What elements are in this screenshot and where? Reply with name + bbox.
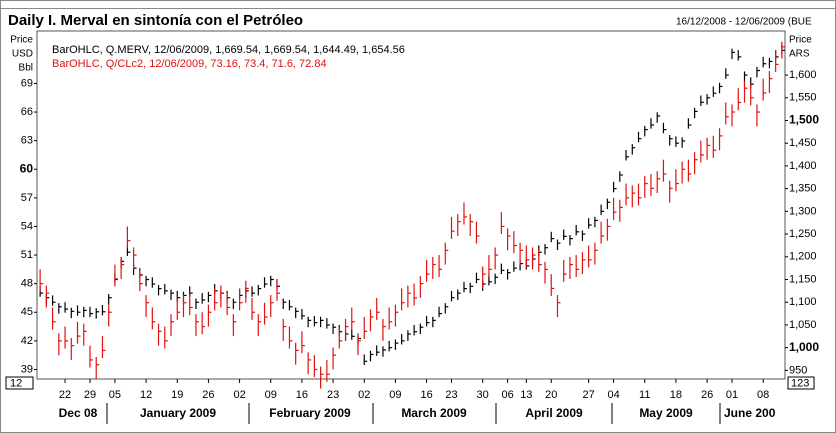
y2-tick-label: 1,050 <box>789 319 817 331</box>
x-tick-label: 19 <box>171 389 183 401</box>
y2-tick-label: 1,200 <box>789 251 817 263</box>
corner-box <box>5 376 34 390</box>
legend-entry: BarOHLC, Q/CLc2, 12/06/2009, 73.16, 73.4… <box>52 58 327 70</box>
x-tick-label: 16 <box>296 389 308 401</box>
x-tick-label: 09 <box>389 389 401 401</box>
corner-label: 123 <box>791 377 809 389</box>
y-tick-label: 42 <box>21 335 33 347</box>
y2-tick-label: 1,450 <box>789 137 817 149</box>
chart-title: Daily I. Merval en sintonía con el Petró… <box>8 12 303 29</box>
x-tick-label: 08 <box>757 389 769 401</box>
x-tick-label: 01 <box>726 389 738 401</box>
y-tick-label: 45 <box>21 306 33 318</box>
y2-tick-label: 950 <box>789 364 807 376</box>
y2-tick-label: 1,400 <box>789 160 817 172</box>
x-tick-label: 26 <box>202 389 214 401</box>
x-tick-label: 02 <box>233 389 245 401</box>
y-tick-label: 39 <box>21 363 33 375</box>
x-tick-label: 26 <box>701 389 713 401</box>
ohlc-series <box>39 43 785 365</box>
x-tick-label: 29 <box>84 389 96 401</box>
month-label: June 200 <box>724 406 776 420</box>
x-tick-label: 12 <box>140 389 152 401</box>
x-tick-label: 05 <box>109 389 121 401</box>
ohlc-series <box>39 41 785 389</box>
y-tick-label: 51 <box>21 249 33 261</box>
month-label: May 2009 <box>639 406 693 420</box>
y-axis-label: Price <box>10 35 33 46</box>
y-tick-label: 66 <box>21 106 33 118</box>
x-tick-label: 04 <box>607 389 619 401</box>
x-tick-label: 27 <box>583 389 595 401</box>
y2-tick-label: 1,000 <box>789 340 819 354</box>
x-tick-label: 02 <box>358 389 370 401</box>
x-tick-label: 18 <box>670 389 682 401</box>
y2-tick-label: 1,500 <box>789 113 819 127</box>
y-axis-label: Bbl <box>19 63 33 74</box>
y-axis-label: USD <box>12 49 33 60</box>
x-tick-label: 20 <box>545 389 557 401</box>
x-tick-label: 23 <box>445 389 457 401</box>
month-label: January 2009 <box>140 406 216 420</box>
x-tick-label: 11 <box>639 389 650 401</box>
month-label: April 2009 <box>525 406 583 420</box>
x-tick-label: 09 <box>265 389 277 401</box>
corner-box <box>787 376 815 390</box>
x-tick-label: 13 <box>520 389 532 401</box>
x-tick-label: 06 <box>501 389 513 401</box>
month-label: March 2009 <box>401 406 467 420</box>
legend-entry: BarOHLC, Q.MERV, 12/06/2009, 1,669.54, 1… <box>52 44 405 56</box>
x-tick-label: 23 <box>327 389 339 401</box>
corner-label: 12 <box>10 377 22 389</box>
y2-tick-label: 1,150 <box>789 273 817 285</box>
y2-tick-label: 1,250 <box>789 228 817 240</box>
y-tick-label: 69 <box>21 77 33 89</box>
y-tick-label: 57 <box>21 192 33 204</box>
y-tick-label: 48 <box>21 278 33 290</box>
y-tick-label: 60 <box>20 161 34 175</box>
month-label: Dec 08 <box>59 406 98 420</box>
y2-axis-label: ARS <box>789 49 810 60</box>
y2-axis-label: Price <box>789 35 812 46</box>
y2-tick-label: 1,100 <box>789 296 817 308</box>
x-tick-label: 30 <box>477 389 489 401</box>
x-tick-label: 16 <box>420 389 432 401</box>
y2-tick-label: 1,550 <box>789 92 817 104</box>
y2-tick-label: 1,350 <box>789 183 817 195</box>
chart-subtitle: 16/12/2008 - 12/06/2009 (BUE <box>676 17 812 28</box>
y2-tick-label: 1,600 <box>789 69 817 81</box>
y-tick-label: 63 <box>21 135 33 147</box>
y-tick-label: 54 <box>21 220 33 232</box>
y2-tick-label: 1,300 <box>789 205 817 217</box>
plot-frame <box>36 30 786 380</box>
x-tick-label: 22 <box>59 389 71 401</box>
month-label: February 2009 <box>269 406 351 420</box>
